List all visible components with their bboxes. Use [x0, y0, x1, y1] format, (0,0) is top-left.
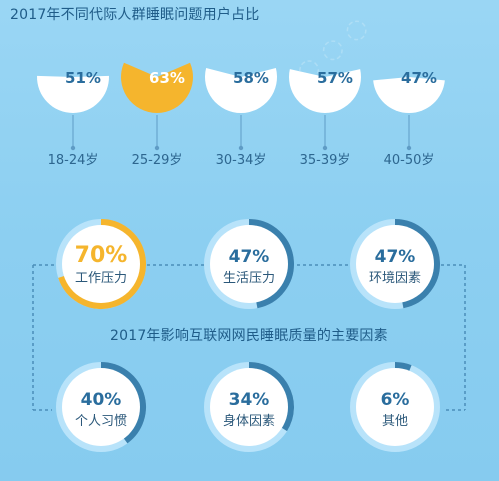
- factor-ring-value: [394, 362, 412, 375]
- age-connector-dot: [322, 145, 328, 151]
- factor-ring-value: [248, 362, 294, 432]
- age-connector-dot: [154, 145, 160, 151]
- factor-chart-item: 40% 个人习惯: [56, 362, 146, 452]
- factor-ring-value: [58, 219, 146, 309]
- age-pie-label: 57%: [317, 69, 353, 87]
- factor-value-label: 70%: [75, 243, 128, 268]
- factor-value-label: 47%: [375, 247, 416, 267]
- age-category-label: 40-50岁: [384, 153, 435, 168]
- factor-category-label: 个人习惯: [75, 413, 127, 429]
- age-chart-item: 57% 35-39岁: [289, 69, 362, 168]
- page-title: 2017年不同代际人群睡眠问题用户占比: [10, 7, 260, 23]
- factor-ring-value: [248, 219, 294, 309]
- age-chart-item: 47% 40-50岁: [373, 69, 445, 168]
- factor-inner-disc: [356, 225, 434, 303]
- factor-chart-item: 70% 工作压力: [56, 219, 146, 309]
- age-category-label: 35-39岁: [300, 153, 351, 168]
- factor-chart-item: 47% 环境因素: [350, 219, 440, 309]
- age-pie-label: 51%: [65, 69, 101, 87]
- factor-inner-disc: [62, 368, 140, 446]
- age-connector-dot: [406, 145, 412, 151]
- factor-category-label: 身体因素: [223, 413, 275, 429]
- age-pie-slice: [373, 77, 445, 114]
- factors-title: 2017年影响互联网网民睡眠质量的主要因素: [110, 328, 388, 344]
- factor-chart-item: 47% 生活压力: [204, 219, 294, 309]
- factor-category-label: 其他: [382, 414, 408, 429]
- age-chart: 51%18-24岁63%25-29岁58%30-34岁57%35-39岁47%4…: [36, 62, 445, 168]
- age-chart-item: 58% 30-34岁: [204, 68, 277, 168]
- age-pie-label: 63%: [149, 69, 185, 87]
- factor-value-label: 34%: [229, 390, 270, 410]
- factor-chart-item: 34% 身体因素: [204, 362, 294, 452]
- age-pie-slice: [204, 68, 277, 114]
- factor-chart: 70% 工作压力 47% 生活压力 47% 环境因素 40% 个人习惯 34% 身体因素 6% 其他: [56, 219, 440, 452]
- age-pie-slice: [120, 62, 194, 113]
- factor-chart-item: 6% 其他: [350, 362, 440, 452]
- factor-inner-disc: [62, 225, 140, 303]
- age-category-label: 25-29岁: [132, 153, 183, 168]
- age-chart-item: 51% 18-24岁: [36, 69, 110, 168]
- age-pie-slice: [36, 75, 110, 114]
- age-category-label: 18-24岁: [48, 153, 99, 168]
- age-pie-label: 58%: [233, 69, 269, 87]
- factor-category-label: 生活压力: [223, 271, 275, 286]
- factor-ring-value: [394, 219, 440, 309]
- factor-value-label: 40%: [81, 390, 122, 410]
- factor-category-label: 工作压力: [75, 271, 127, 286]
- age-category-label: 30-34岁: [216, 153, 267, 168]
- factor-inner-disc: [210, 225, 288, 303]
- age-pie-slice: [289, 69, 362, 114]
- age-connector-dot: [70, 145, 76, 151]
- factor-category-label: 环境因素: [369, 271, 421, 286]
- age-pie-label: 47%: [401, 69, 437, 87]
- factor-inner-disc: [210, 368, 288, 446]
- factor-ring-value: [100, 362, 146, 444]
- factor-value-label: 47%: [229, 247, 270, 267]
- factor-value-label: 6%: [381, 390, 410, 410]
- factor-inner-disc: [356, 368, 434, 446]
- age-chart-item: 63% 25-29岁: [120, 62, 194, 168]
- age-connector-dot: [238, 145, 244, 151]
